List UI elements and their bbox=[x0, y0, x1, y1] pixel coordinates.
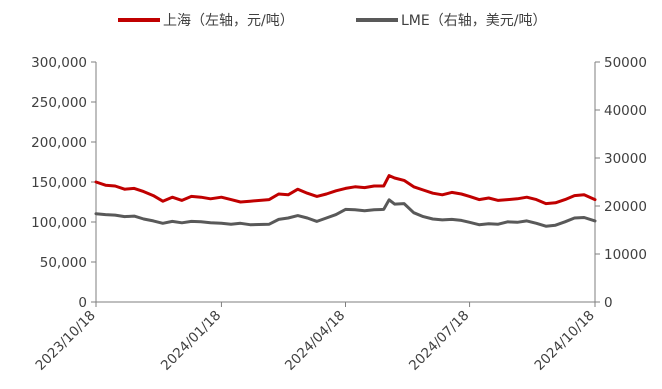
x-ticks: 2023/10/18 2024/01/18 2024/04/18 2024/07/18… bbox=[32, 302, 598, 374]
x-tick-label: 2023/10/18 bbox=[32, 308, 98, 374]
right-tick-label: 20000 bbox=[604, 199, 647, 215]
right-tick-label: 50000 bbox=[604, 55, 647, 71]
legend-label-lme: LME（右轴，美元/吨） bbox=[401, 13, 546, 29]
legend-label-shanghai: 上海（左轴，元/吨） bbox=[163, 13, 294, 29]
right-tick-label: 10000 bbox=[604, 247, 647, 263]
left-tick-label: 100,000 bbox=[31, 215, 87, 231]
left-tick-label: 300,000 bbox=[31, 55, 87, 71]
left-y-ticks: 0 50,000 100,000 150,000 200,000 250,000 300,0… bbox=[31, 55, 96, 311]
left-tick-label: 250,000 bbox=[31, 95, 87, 111]
right-y-ticks: 0 10000 20000 30000 40000 50000 bbox=[595, 55, 647, 311]
series-line-lme bbox=[94, 198, 597, 228]
x-tick-label: 2024/04/18 bbox=[282, 308, 348, 374]
left-tick-label: 200,000 bbox=[31, 135, 87, 151]
x-tick-label: 2024/10/18 bbox=[531, 308, 597, 374]
axes bbox=[95, 62, 596, 303]
left-tick-label: 50,000 bbox=[40, 255, 87, 271]
right-tick-label: 0 bbox=[604, 295, 613, 311]
left-tick-label: 0 bbox=[78, 295, 87, 311]
series-line-shanghai bbox=[94, 174, 597, 206]
legend: 上海（左轴，元/吨） LME（右轴，美元/吨） bbox=[118, 13, 546, 29]
right-tick-label: 30000 bbox=[604, 151, 647, 167]
x-tick-label: 2024/01/18 bbox=[158, 308, 224, 374]
left-tick-label: 150,000 bbox=[31, 175, 87, 191]
right-tick-label: 40000 bbox=[604, 103, 647, 119]
series-lines bbox=[94, 174, 597, 228]
x-tick-label: 2024/07/18 bbox=[406, 308, 472, 374]
